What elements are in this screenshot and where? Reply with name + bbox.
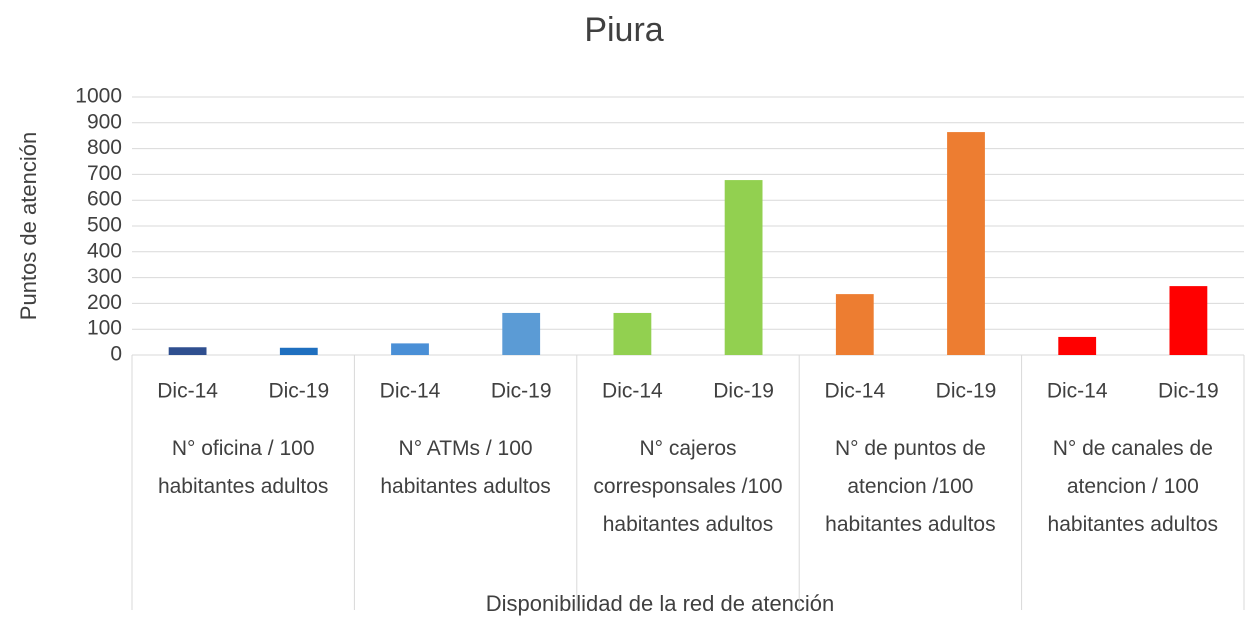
bar: [835, 294, 874, 355]
y-tick-label: 500: [87, 214, 122, 237]
y-tick-label: 400: [87, 239, 122, 262]
group-label: N° de canales de atencion / 100 habitant…: [1047, 437, 1219, 536]
y-tick-label: 600: [87, 188, 122, 211]
bar: [168, 347, 207, 355]
x-tick-label: Dic-14: [157, 380, 218, 403]
bar: [724, 180, 763, 355]
x-tick-label: Dic-14: [1047, 380, 1108, 403]
y-tick-label: 1000: [75, 85, 122, 108]
y-tick-label: 700: [87, 162, 122, 185]
bar: [1169, 286, 1208, 355]
x-tick-label: Dic-14: [824, 380, 885, 403]
y-tick-label: 300: [87, 265, 122, 288]
y-tick-label: 0: [110, 343, 122, 366]
x-axis-label: Disponibilidad de la red de atención: [486, 591, 835, 616]
y-tick-label: 800: [87, 136, 122, 159]
x-tick-label: Dic-19: [713, 380, 774, 403]
x-tick-label: Dic-19: [936, 380, 997, 403]
group-label: N° de puntos de atencion /100 habitantes…: [825, 437, 996, 536]
bar: [279, 347, 318, 355]
group-label: N° oficina / 100 habitantes adultos: [157, 437, 329, 498]
bar: [947, 132, 985, 355]
x-tick-label: Dic-19: [268, 380, 329, 403]
y-tick-label: 100: [87, 317, 122, 340]
x-tick-label: Dic-19: [491, 380, 552, 403]
bar: [391, 343, 429, 355]
y-tick-label: 200: [87, 291, 122, 314]
chart-title: Piura: [584, 11, 663, 49]
group-label: N° ATMs / 100 habitantes adultos: [380, 437, 551, 498]
y-tick-label: 900: [87, 110, 122, 133]
x-tick-label: Dic-19: [1158, 380, 1219, 403]
y-axis-label: Puntos de atención: [16, 132, 41, 320]
x-tick-label: Dic-14: [602, 380, 663, 403]
x-tick-label: Dic-14: [380, 380, 441, 403]
bar: [1058, 336, 1097, 355]
bar: [613, 312, 652, 355]
group-label: N° cajeros corresponsales /100 habitante…: [593, 437, 783, 536]
bar: [502, 312, 541, 355]
